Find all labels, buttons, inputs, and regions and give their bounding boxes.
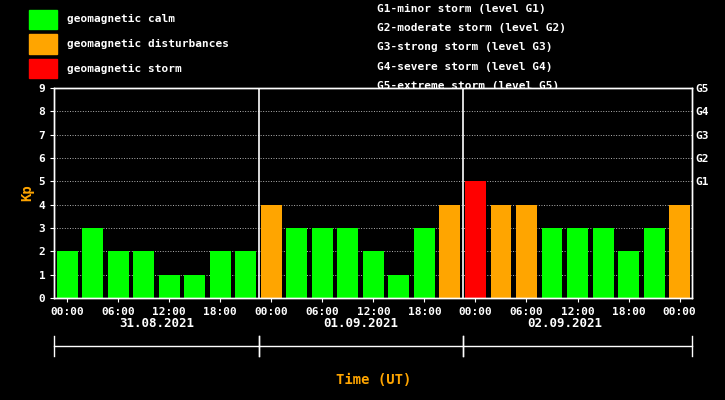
Text: 01.09.2021: 01.09.2021 xyxy=(323,317,398,330)
Bar xyxy=(312,228,333,298)
Bar xyxy=(133,251,154,298)
Text: 02.09.2021: 02.09.2021 xyxy=(527,317,602,330)
Text: geomagnetic storm: geomagnetic storm xyxy=(67,64,182,74)
Bar xyxy=(29,59,57,78)
Bar xyxy=(159,275,180,298)
Bar xyxy=(82,228,103,298)
Bar xyxy=(286,228,307,298)
Bar xyxy=(542,228,563,298)
Text: G3-strong storm (level G3): G3-strong storm (level G3) xyxy=(377,42,552,52)
Bar xyxy=(29,34,57,54)
Bar xyxy=(465,181,486,298)
Bar xyxy=(108,251,128,298)
Bar xyxy=(389,275,410,298)
Y-axis label: Kp: Kp xyxy=(20,185,34,201)
Bar xyxy=(439,205,460,298)
Bar xyxy=(644,228,665,298)
Bar xyxy=(363,251,384,298)
Text: Time (UT): Time (UT) xyxy=(336,373,411,387)
Bar xyxy=(57,251,78,298)
Bar xyxy=(210,251,231,298)
Text: geomagnetic disturbances: geomagnetic disturbances xyxy=(67,39,229,49)
Bar xyxy=(516,205,537,298)
Bar xyxy=(337,228,358,298)
Text: 31.08.2021: 31.08.2021 xyxy=(119,317,194,330)
Bar xyxy=(29,10,57,29)
Bar xyxy=(184,275,205,298)
Bar xyxy=(261,205,282,298)
Text: G1-minor storm (level G1): G1-minor storm (level G1) xyxy=(377,4,546,14)
Bar xyxy=(618,251,639,298)
Bar xyxy=(236,251,256,298)
Bar xyxy=(592,228,613,298)
Bar xyxy=(414,228,435,298)
Bar xyxy=(491,205,511,298)
Text: geomagnetic calm: geomagnetic calm xyxy=(67,14,175,24)
Text: G2-moderate storm (level G2): G2-moderate storm (level G2) xyxy=(377,23,566,33)
Text: G5-extreme storm (level G5): G5-extreme storm (level G5) xyxy=(377,81,559,91)
Bar xyxy=(567,228,588,298)
Text: G4-severe storm (level G4): G4-severe storm (level G4) xyxy=(377,62,552,72)
Bar xyxy=(669,205,690,298)
